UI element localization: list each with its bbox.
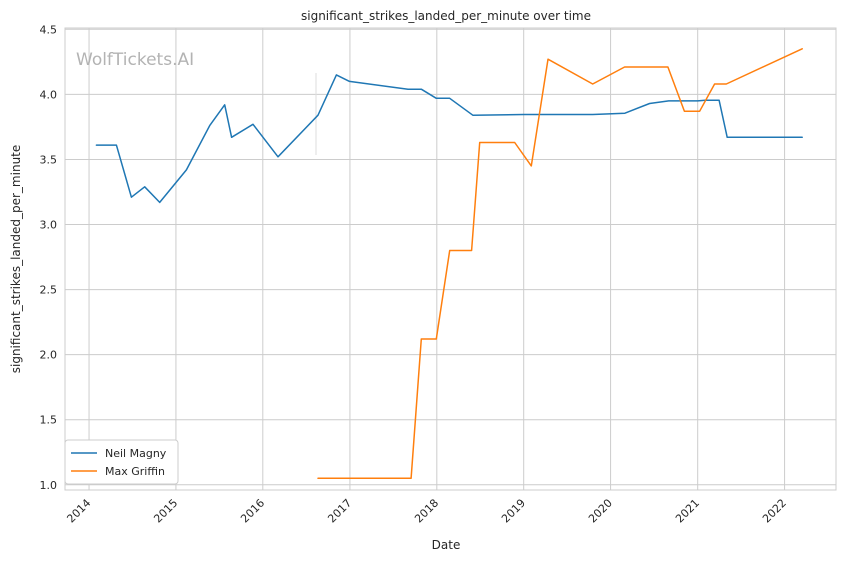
y-tick-labels: 1.0 1.5 2.0 2.5 3.0 3.5 4.0 4.5 [40, 23, 58, 491]
series-layer [95, 48, 803, 480]
x-tick-labels: 2014 2015 2016 2017 2018 2019 2020 2021 2022 [64, 496, 789, 525]
x-tick-label: 2014 [64, 496, 93, 525]
y-tick-label: 3.0 [40, 219, 58, 232]
y-tick-label: 2.5 [40, 284, 58, 297]
x-tick-label: 2015 [151, 496, 180, 525]
legend: Neil Magny Max Griffin [64, 439, 179, 485]
x-tick-label: 2022 [760, 496, 789, 525]
series-line-neil-magny [95, 74, 803, 204]
x-tick-label: 2020 [586, 496, 615, 525]
plot-area [64, 27, 837, 491]
watermark: WolfTickets.AI [76, 50, 194, 70]
chart-title: significant_strikes_landed_per_minute ov… [301, 9, 591, 23]
y-tick-label: 4.5 [40, 23, 58, 36]
x-tick-label: 2018 [412, 496, 441, 525]
y-tick-label: 1.0 [40, 479, 58, 492]
legend-label-max-griffin: Max Griffin [105, 465, 165, 478]
x-gridlines [88, 28, 786, 490]
series-line-max-griffin [317, 48, 803, 480]
legend-box [64, 439, 179, 485]
x-axis-title: Date [432, 538, 461, 552]
y-tick-label: 2.0 [40, 349, 58, 362]
x-tick-label: 2017 [325, 496, 354, 525]
y-gridlines [65, 28, 836, 486]
y-axis-title: significant_strikes_landed_per_minute [9, 145, 23, 374]
y-tick-label: 1.5 [40, 414, 58, 427]
x-tick-label: 2021 [673, 496, 702, 525]
legend-label-neil-magny: Neil Magny [105, 447, 167, 460]
y-tick-label: 3.5 [40, 153, 58, 166]
y-tick-label: 4.0 [40, 88, 58, 101]
x-tick-label: 2016 [238, 496, 267, 525]
x-tick-label: 2019 [499, 496, 528, 525]
